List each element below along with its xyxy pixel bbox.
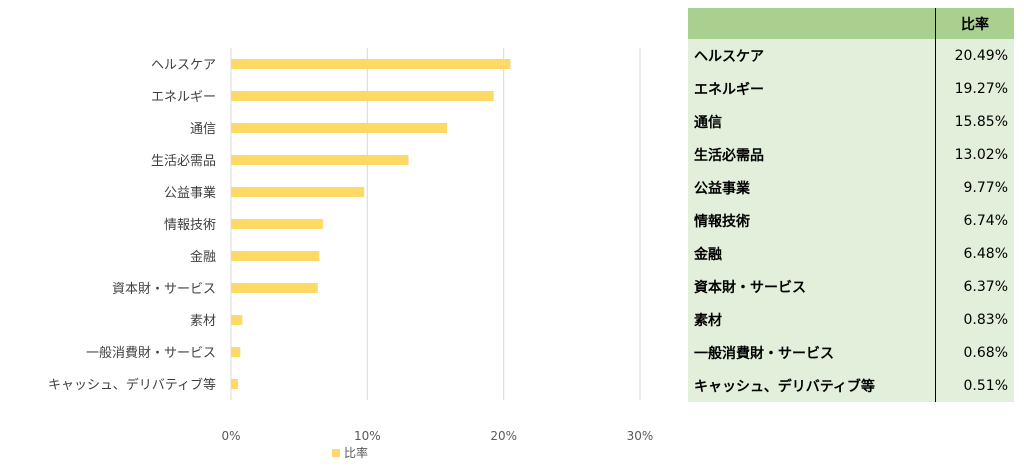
table-cell-value: 20.49% bbox=[935, 39, 1014, 72]
chart-legend: 比率 bbox=[332, 444, 368, 461]
table-row: 金融 6.48% bbox=[688, 237, 1014, 270]
bar bbox=[231, 283, 318, 293]
bar bbox=[231, 379, 238, 389]
table-cell-value: 6.48% bbox=[935, 237, 1014, 270]
table-cell-value: 13.02% bbox=[935, 138, 1014, 171]
table-header-row: 比率 bbox=[688, 8, 1014, 39]
table-cell-category: ヘルスケア bbox=[688, 39, 936, 72]
table-row: 通信 15.85% bbox=[688, 105, 1014, 138]
bar bbox=[231, 219, 323, 229]
table-cell-category: 一般消費財・サービス bbox=[688, 336, 936, 369]
table-row: 公益事業 9.77% bbox=[688, 171, 1014, 204]
category-label: 情報技術 bbox=[164, 218, 216, 233]
category-label: 生活必需品 bbox=[151, 154, 216, 169]
table-cell-value: 0.68% bbox=[935, 336, 1014, 369]
x-tick-label: 0% bbox=[221, 429, 240, 443]
bar bbox=[231, 123, 448, 133]
bar bbox=[231, 155, 409, 165]
table-row: エネルギー 19.27% bbox=[688, 72, 1014, 105]
x-tick-label: 10% bbox=[354, 429, 381, 443]
bar bbox=[231, 187, 365, 197]
category-label: ヘルスケア bbox=[151, 58, 216, 73]
bar-chart: 0% 10% 20% 30% ヘルスケアエネルギー通信生活必需品公益事業情報技術金融資本… bbox=[48, 48, 654, 443]
table-cell-category: 公益事業 bbox=[688, 171, 936, 204]
table-row: ヘルスケア 20.49% bbox=[688, 39, 1014, 72]
table-cell-value: 0.83% bbox=[935, 303, 1014, 336]
table-cell-value: 0.51% bbox=[935, 369, 1014, 402]
category-label: 公益事業 bbox=[164, 185, 216, 201]
bar bbox=[231, 59, 511, 69]
bar bbox=[231, 91, 494, 101]
x-tick-label: 30% bbox=[627, 429, 654, 443]
table-cell-value: 6.74% bbox=[935, 204, 1014, 237]
table-cell-value: 6.37% bbox=[935, 270, 1014, 303]
table-row: 一般消費財・サービス 0.68% bbox=[688, 336, 1014, 369]
table-header-value: 比率 bbox=[935, 8, 1014, 39]
table-cell-category: エネルギー bbox=[688, 72, 936, 105]
table-row: 情報技術 6.74% bbox=[688, 204, 1014, 237]
bar bbox=[231, 251, 320, 261]
category-label: 通信 bbox=[190, 122, 216, 137]
table-row: 生活必需品 13.02% bbox=[688, 138, 1014, 171]
category-label: エネルギー bbox=[151, 90, 216, 105]
table-cell-value: 15.85% bbox=[935, 105, 1014, 138]
category-label: 素材 bbox=[190, 314, 216, 329]
table-cell-category: 生活必需品 bbox=[688, 138, 936, 171]
table-cell-category: 素材 bbox=[688, 303, 936, 336]
category-label: キャッシュ、デリバティブ等 bbox=[48, 377, 216, 393]
table-cell-category: 資本財・サービス bbox=[688, 270, 936, 303]
table-row: 資本財・サービス 6.37% bbox=[688, 270, 1014, 303]
table-cell-category: 情報技術 bbox=[688, 204, 936, 237]
table-cell-value: 19.27% bbox=[935, 72, 1014, 105]
table-cell-category: 通信 bbox=[688, 105, 936, 138]
table-header-category bbox=[688, 8, 936, 39]
bar bbox=[231, 315, 243, 325]
table-row: 素材 0.83% bbox=[688, 303, 1014, 336]
x-tick-label: 20% bbox=[490, 429, 517, 443]
legend-swatch bbox=[332, 448, 340, 457]
category-label: 金融 bbox=[190, 249, 216, 265]
table-cell-category: キャッシュ、デリバティブ等 bbox=[688, 369, 936, 402]
category-label: 一般消費財・サービス bbox=[86, 345, 216, 361]
bar bbox=[231, 347, 241, 357]
category-label: 資本財・サービス bbox=[112, 282, 216, 297]
table-cell-value: 9.77% bbox=[935, 171, 1014, 204]
table-cell-category: 金融 bbox=[688, 237, 936, 270]
legend-label: 比率 bbox=[344, 446, 369, 460]
data-table: 比率 ヘルスケア 20.49% エネルギー 19.27% 通信 15.85% 生活必需品 13… bbox=[688, 8, 1014, 402]
table-row: キャッシュ、デリバティブ等 0.51% bbox=[688, 369, 1014, 402]
